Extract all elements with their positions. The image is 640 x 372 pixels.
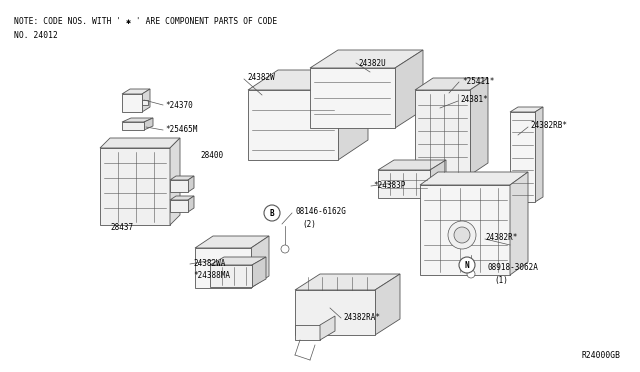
Polygon shape bbox=[415, 78, 488, 90]
Polygon shape bbox=[170, 138, 180, 225]
Polygon shape bbox=[210, 257, 266, 265]
Text: *24388MA: *24388MA bbox=[193, 272, 230, 280]
Text: 24382WA: 24382WA bbox=[193, 259, 225, 267]
Polygon shape bbox=[310, 68, 395, 128]
Circle shape bbox=[281, 245, 289, 253]
Text: 08146-6162G: 08146-6162G bbox=[295, 208, 346, 217]
Text: 24382W: 24382W bbox=[247, 74, 275, 83]
Polygon shape bbox=[170, 200, 188, 212]
Polygon shape bbox=[378, 170, 430, 198]
Text: *24370: *24370 bbox=[165, 100, 193, 109]
Text: 24382RA*: 24382RA* bbox=[343, 314, 380, 323]
Polygon shape bbox=[395, 50, 423, 128]
Polygon shape bbox=[510, 112, 535, 202]
Polygon shape bbox=[375, 274, 400, 335]
Polygon shape bbox=[378, 160, 446, 170]
Circle shape bbox=[448, 221, 476, 249]
Polygon shape bbox=[170, 176, 194, 180]
Text: NOTE: CODE NOS. WITH ' ✱ ' ARE COMPONENT PARTS OF CODE: NOTE: CODE NOS. WITH ' ✱ ' ARE COMPONENT… bbox=[14, 17, 277, 26]
Circle shape bbox=[264, 205, 280, 221]
Polygon shape bbox=[430, 160, 446, 198]
Text: 28400: 28400 bbox=[200, 151, 223, 160]
Polygon shape bbox=[338, 70, 368, 160]
Polygon shape bbox=[170, 196, 194, 200]
Polygon shape bbox=[252, 257, 266, 287]
Circle shape bbox=[454, 227, 470, 243]
Polygon shape bbox=[188, 196, 194, 212]
Polygon shape bbox=[251, 236, 269, 288]
Text: 08918-3062A: 08918-3062A bbox=[488, 263, 539, 273]
Text: (2): (2) bbox=[302, 221, 316, 230]
Text: 24382RB*: 24382RB* bbox=[530, 121, 567, 129]
Polygon shape bbox=[122, 94, 142, 112]
Text: R24000GB: R24000GB bbox=[581, 350, 620, 359]
Polygon shape bbox=[144, 118, 153, 130]
Polygon shape bbox=[320, 316, 335, 340]
Text: N: N bbox=[465, 260, 469, 269]
Text: 24382R*: 24382R* bbox=[485, 234, 517, 243]
Polygon shape bbox=[510, 172, 528, 275]
Circle shape bbox=[467, 270, 475, 278]
Polygon shape bbox=[415, 90, 470, 175]
Text: 24382U: 24382U bbox=[358, 58, 386, 67]
Text: B: B bbox=[269, 208, 275, 218]
Text: *25465M: *25465M bbox=[165, 125, 197, 135]
Polygon shape bbox=[510, 107, 543, 112]
Polygon shape bbox=[420, 185, 510, 275]
Text: (1): (1) bbox=[494, 276, 508, 285]
Polygon shape bbox=[295, 274, 400, 290]
Polygon shape bbox=[170, 180, 188, 192]
Polygon shape bbox=[122, 89, 150, 94]
Polygon shape bbox=[535, 107, 543, 202]
Polygon shape bbox=[420, 172, 528, 185]
Polygon shape bbox=[310, 50, 423, 68]
Polygon shape bbox=[210, 265, 252, 287]
Polygon shape bbox=[100, 138, 180, 148]
Text: *25411*: *25411* bbox=[462, 77, 494, 87]
Polygon shape bbox=[195, 236, 269, 248]
Polygon shape bbox=[195, 248, 251, 288]
Polygon shape bbox=[248, 90, 338, 160]
Text: *24383P: *24383P bbox=[373, 180, 405, 189]
Circle shape bbox=[459, 257, 475, 273]
Polygon shape bbox=[142, 89, 150, 112]
Polygon shape bbox=[122, 118, 153, 122]
Polygon shape bbox=[295, 290, 375, 335]
Text: 24381*: 24381* bbox=[460, 96, 488, 105]
Text: 28437: 28437 bbox=[110, 224, 133, 232]
Polygon shape bbox=[295, 325, 320, 340]
Text: NO. 24012: NO. 24012 bbox=[14, 31, 58, 39]
Polygon shape bbox=[188, 176, 194, 192]
Polygon shape bbox=[470, 78, 488, 175]
Polygon shape bbox=[248, 70, 368, 90]
Polygon shape bbox=[142, 100, 148, 105]
Polygon shape bbox=[122, 122, 144, 130]
Polygon shape bbox=[100, 148, 170, 225]
